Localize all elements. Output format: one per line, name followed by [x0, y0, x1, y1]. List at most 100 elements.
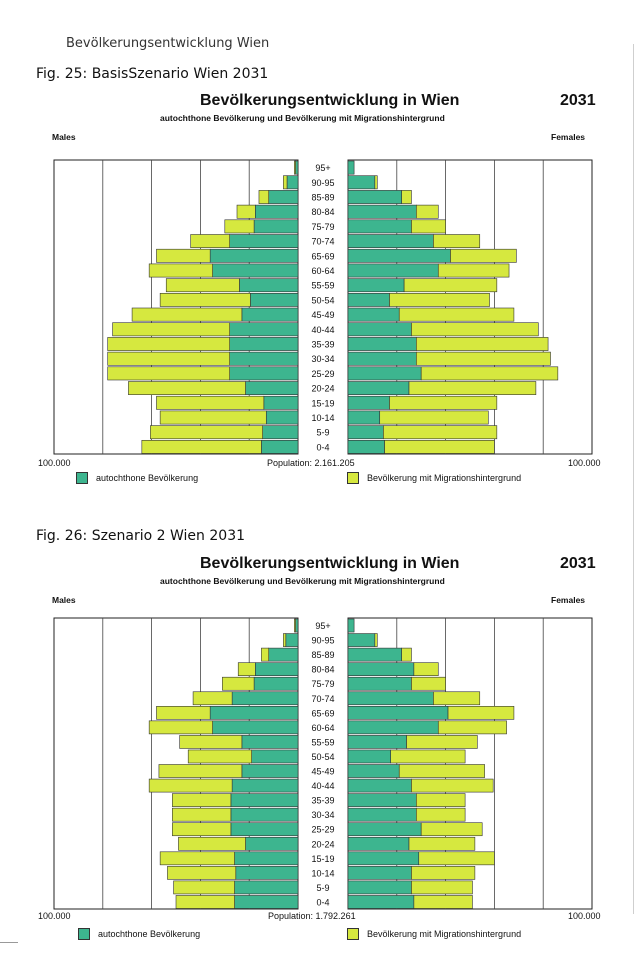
bar-female-migration-45-49 — [398, 764, 485, 778]
bar-female-autochthone-0-4 — [347, 895, 415, 909]
bar-male-autochthone-35-39 — [229, 337, 299, 351]
bar-male-migration-5-9 — [173, 880, 235, 895]
age-group-label: 80-84 — [311, 665, 334, 675]
bar-female-migration-90-95 — [374, 175, 378, 190]
age-group-label: 65-69 — [311, 708, 334, 718]
age-group-label: 95+ — [315, 163, 330, 173]
age-group-label: 0-4 — [316, 897, 329, 907]
bar-female-autochthone-0-4 — [347, 439, 385, 454]
bar-female-migration-80-84 — [413, 662, 439, 677]
age-group-label: 90-95 — [311, 178, 334, 188]
age-group-label: 45-49 — [311, 767, 334, 777]
bar-female-autochthone-65-69 — [347, 706, 449, 720]
age-group-label: 40-44 — [311, 325, 334, 335]
chart-title: Bevölkerungsentwicklung in Wien — [200, 555, 460, 572]
bar-male-autochthone-65-69 — [209, 706, 299, 720]
bar-female-migration-0-4 — [384, 439, 495, 454]
bar-female-migration-75-79 — [411, 676, 446, 691]
bar-female-autochthone-50-54 — [347, 749, 392, 764]
bar-female-autochthone-95+ — [347, 160, 355, 175]
bar-female-migration-25-29 — [420, 822, 483, 837]
bar-male-migration-15-19 — [159, 851, 235, 866]
bar-male-autochthone-10-14 — [235, 866, 299, 880]
age-group-label: 50-54 — [311, 752, 334, 762]
bar-female-migration-80-84 — [416, 204, 439, 219]
bar-male-autochthone-95+ — [295, 160, 299, 175]
age-group-label: 35-39 — [311, 796, 334, 806]
chart-title: Bevölkerungsentwicklung in Wien — [200, 92, 460, 109]
bar-female-autochthone-25-29 — [347, 822, 422, 837]
bar-male-migration-40-44 — [112, 322, 230, 337]
bar-female-autochthone-10-14 — [347, 410, 381, 425]
bar-female-autochthone-5-9 — [347, 425, 384, 440]
bar-female-migration-60-64 — [437, 263, 510, 278]
bar-male-autochthone-30-34 — [229, 351, 299, 366]
bar-female-autochthone-20-24 — [347, 381, 410, 395]
age-group-label: 0-4 — [316, 442, 329, 452]
bar-male-autochthone-95+ — [295, 618, 299, 633]
legend-label-migration: Bevölkerung mit Migrationshintergrund — [367, 473, 522, 483]
bar-male-migration-80-84 — [237, 662, 256, 677]
age-group-label: 60-64 — [311, 723, 334, 733]
bar-male-autochthone-50-54 — [250, 293, 299, 307]
age-group-label: 55-59 — [311, 737, 334, 747]
legend-swatch-autochthone — [76, 472, 88, 484]
age-group-label: 75-79 — [311, 222, 334, 232]
figure-caption-2: Fig. 26: Szenario 2 Wien 2031 — [36, 528, 246, 544]
bar-female-migration-5-9 — [411, 880, 473, 895]
bar-female-autochthone-35-39 — [347, 793, 417, 807]
bar-male-autochthone-65-69 — [209, 248, 299, 263]
bar-male-migration-65-69 — [156, 248, 211, 263]
bar-female-autochthone-45-49 — [347, 307, 400, 322]
bar-female-autochthone-45-49 — [347, 764, 400, 778]
bar-male-autochthone-85-89 — [268, 190, 299, 204]
age-group-label: 5-9 — [316, 428, 329, 438]
age-group-label: 85-89 — [311, 650, 334, 660]
bar-female-migration-40-44 — [411, 778, 494, 793]
bar-male-migration-90-95 — [283, 175, 288, 190]
bar-male-migration-20-24 — [178, 836, 246, 851]
bar-male-migration-95+ — [294, 618, 296, 633]
bar-male-migration-50-54 — [187, 749, 252, 764]
pyramid-plot: 95+ 90-95 85-89 80-84 75-79 70-74 65-69 60-64 55… — [53, 617, 593, 910]
population-pyramid-1: Bevölkerungsentwicklung in Wien 2031 aut… — [0, 92, 640, 492]
legend-swatch-migration — [347, 928, 359, 940]
bar-female-autochthone-85-89 — [347, 647, 402, 662]
bar-male-autochthone-70-74 — [229, 234, 299, 248]
bar-female-autochthone-40-44 — [347, 322, 412, 337]
page-edge-rule — [633, 44, 634, 914]
bar-male-migration-90-95 — [283, 633, 287, 647]
male-panel-frame — [53, 617, 299, 910]
age-group-label: 30-34 — [311, 354, 334, 364]
figure-caption-1: Fig. 25: BasisSzenario Wien 2031 — [36, 66, 269, 82]
bar-male-autochthone-90-95 — [286, 175, 299, 190]
age-group-label: 45-49 — [311, 310, 334, 320]
page-mark — [0, 942, 18, 943]
age-group-label: 70-74 — [311, 237, 334, 247]
bar-female-autochthone-65-69 — [347, 248, 451, 263]
legend-migration: Bevölkerung mit Migrationshintergrund — [347, 472, 521, 484]
bar-female-autochthone-80-84 — [347, 662, 415, 677]
bar-female-migration-50-54 — [389, 293, 490, 307]
bar-male-autochthone-20-24 — [245, 836, 299, 851]
bar-female-autochthone-60-64 — [347, 720, 439, 735]
bar-female-migration-20-24 — [408, 381, 537, 395]
bar-male-migration-30-34 — [172, 807, 232, 822]
bar-male-migration-60-64 — [148, 263, 213, 278]
population-label: Population: 2.161.205 — [267, 458, 355, 468]
bar-female-migration-5-9 — [383, 425, 498, 440]
bar-female-migration-55-59 — [406, 735, 478, 749]
bar-male-migration-35-39 — [172, 793, 232, 807]
age-group-label: 20-24 — [311, 384, 334, 394]
axis-left-label: 100.000 — [38, 911, 71, 921]
legend-label-autochthone: autochthone Bevölkerung — [96, 473, 199, 483]
bar-female-migration-65-69 — [447, 706, 515, 720]
bar-male-migration-0-4 — [175, 895, 235, 909]
bar-female-migration-35-39 — [416, 793, 466, 807]
population-pyramid-2: Bevölkerungsentwicklung in Wien 2031 aut… — [0, 555, 640, 955]
bar-male-migration-70-74 — [192, 691, 233, 706]
age-group-label: 60-64 — [311, 266, 334, 276]
bar-male-autochthone-10-14 — [265, 410, 299, 425]
bar-male-autochthone-45-49 — [241, 307, 299, 322]
age-group-label: 75-79 — [311, 679, 334, 689]
